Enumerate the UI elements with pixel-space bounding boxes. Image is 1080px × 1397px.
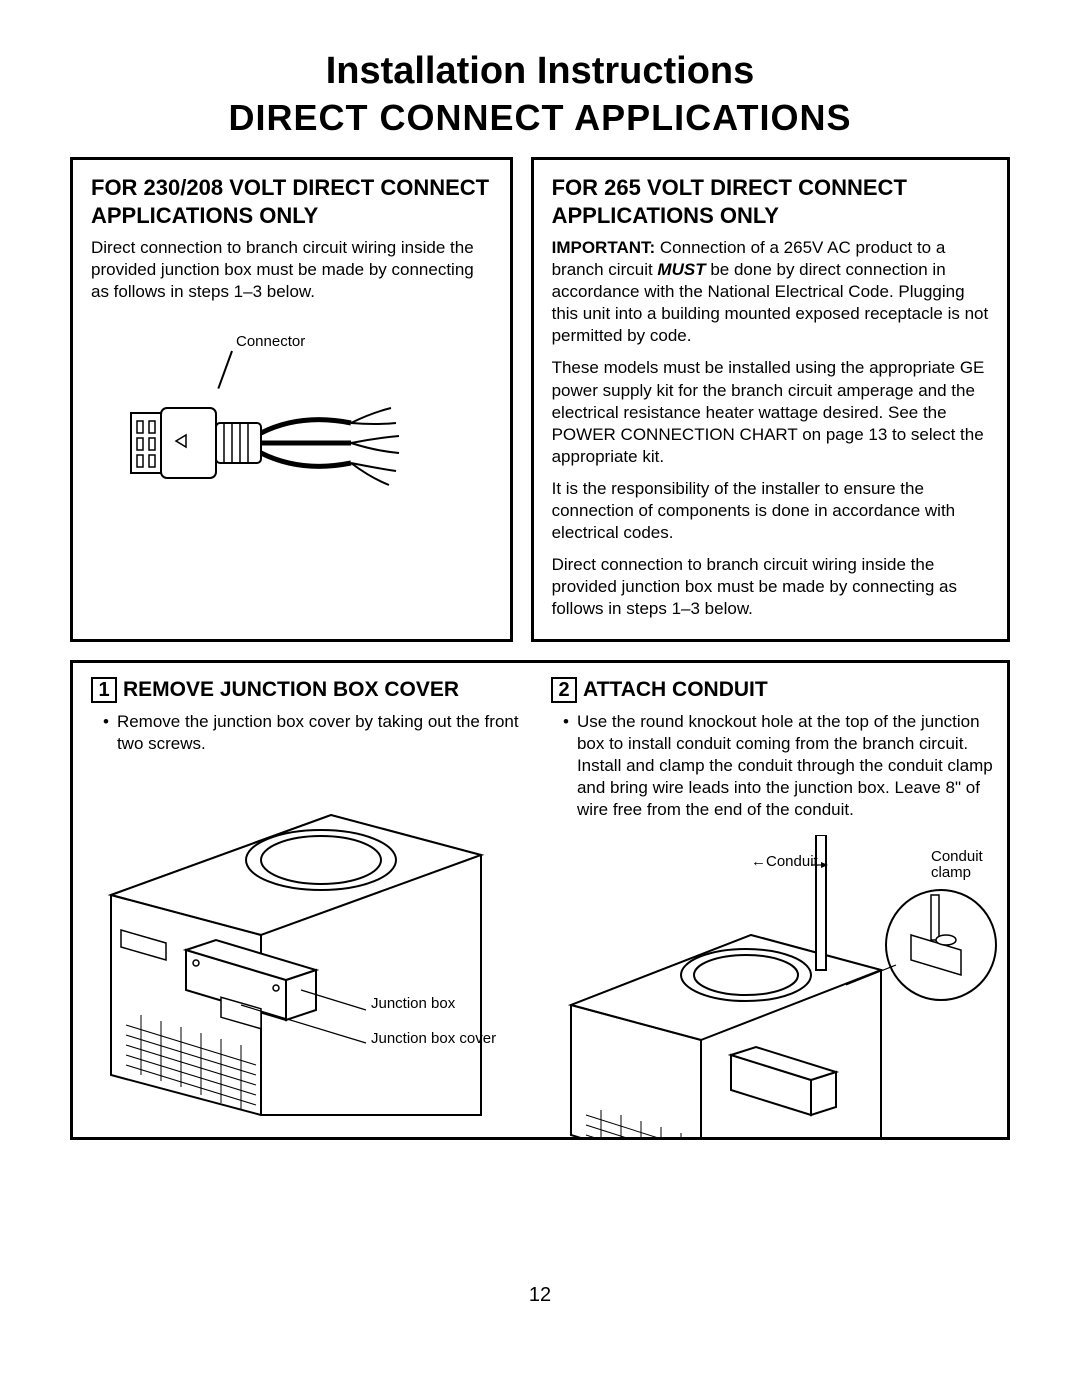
box-right-heading: FOR 265 VOLT DIRECT CONNECT APPLICATIONS… (552, 174, 989, 229)
step1-num: 1 (91, 677, 117, 703)
label-junction-box-cover: Junction box cover (371, 1030, 496, 1047)
step2-bullet-text: Use the round knockout hole at the top o… (577, 711, 1000, 821)
box-230-208: FOR 230/208 VOLT DIRECT CONNECT APPLICAT… (70, 157, 513, 642)
step1-col: 1 REMOVE JUNCTION BOX COVER Remove the j… (91, 677, 531, 1137)
step1-bullet: Remove the junction box cover by taking … (91, 711, 531, 755)
connector-label: Connector (236, 333, 305, 350)
box-left-heading: FOR 230/208 VOLT DIRECT CONNECT APPLICAT… (91, 174, 492, 229)
important-prefix: IMPORTANT: (552, 238, 656, 257)
step1-title: REMOVE JUNCTION BOX COVER (123, 678, 459, 702)
box-right-para4: Direct connection to branch circuit wiri… (552, 554, 989, 620)
connector-diagram: Connector (91, 333, 492, 533)
connector-svg (101, 363, 421, 533)
box-right-para3: It is the responsibility of the installe… (552, 478, 989, 544)
box-right-para2: These models must be installed using the… (552, 357, 989, 467)
label-conduit: ←Conduit (751, 853, 818, 870)
step2-title: ATTACH CONDUIT (583, 678, 768, 702)
box-265: FOR 265 VOLT DIRECT CONNECT APPLICATIONS… (531, 157, 1010, 642)
step1-diagram: Junction box Junction box cover (91, 775, 531, 1115)
step2-heading: 2 ATTACH CONDUIT (551, 677, 1000, 703)
step1-heading: 1 REMOVE JUNCTION BOX COVER (91, 677, 531, 703)
label-junction-box: Junction box (371, 995, 455, 1012)
page-title-1: Installation Instructions (70, 50, 1010, 93)
step2-bullet: Use the round knockout hole at the top o… (551, 711, 1000, 821)
step2-diagram: ←Conduit Conduit clamp (551, 835, 1000, 1140)
label-conduit-clamp: Conduit clamp (931, 849, 1001, 882)
step1-svg (91, 775, 531, 1135)
must-word: MUST (657, 260, 705, 279)
label-conduit-text: Conduit (766, 853, 818, 870)
page-title-2: DIRECT CONNECT APPLICATIONS (70, 97, 1010, 139)
step1-bullet-text: Remove the junction box cover by taking … (117, 711, 531, 755)
top-row: FOR 230/208 VOLT DIRECT CONNECT APPLICAT… (70, 157, 1010, 642)
box-right-para1: IMPORTANT: Connection of a 265V AC produ… (552, 237, 989, 347)
step2-num: 2 (551, 677, 577, 703)
steps-box: 1 REMOVE JUNCTION BOX COVER Remove the j… (70, 660, 1010, 1140)
step2-col: 2 ATTACH CONDUIT Use the round knockout … (551, 677, 1000, 1137)
page-number: 12 (0, 1284, 1080, 1307)
box-left-para1: Direct connection to branch circuit wiri… (91, 237, 492, 303)
